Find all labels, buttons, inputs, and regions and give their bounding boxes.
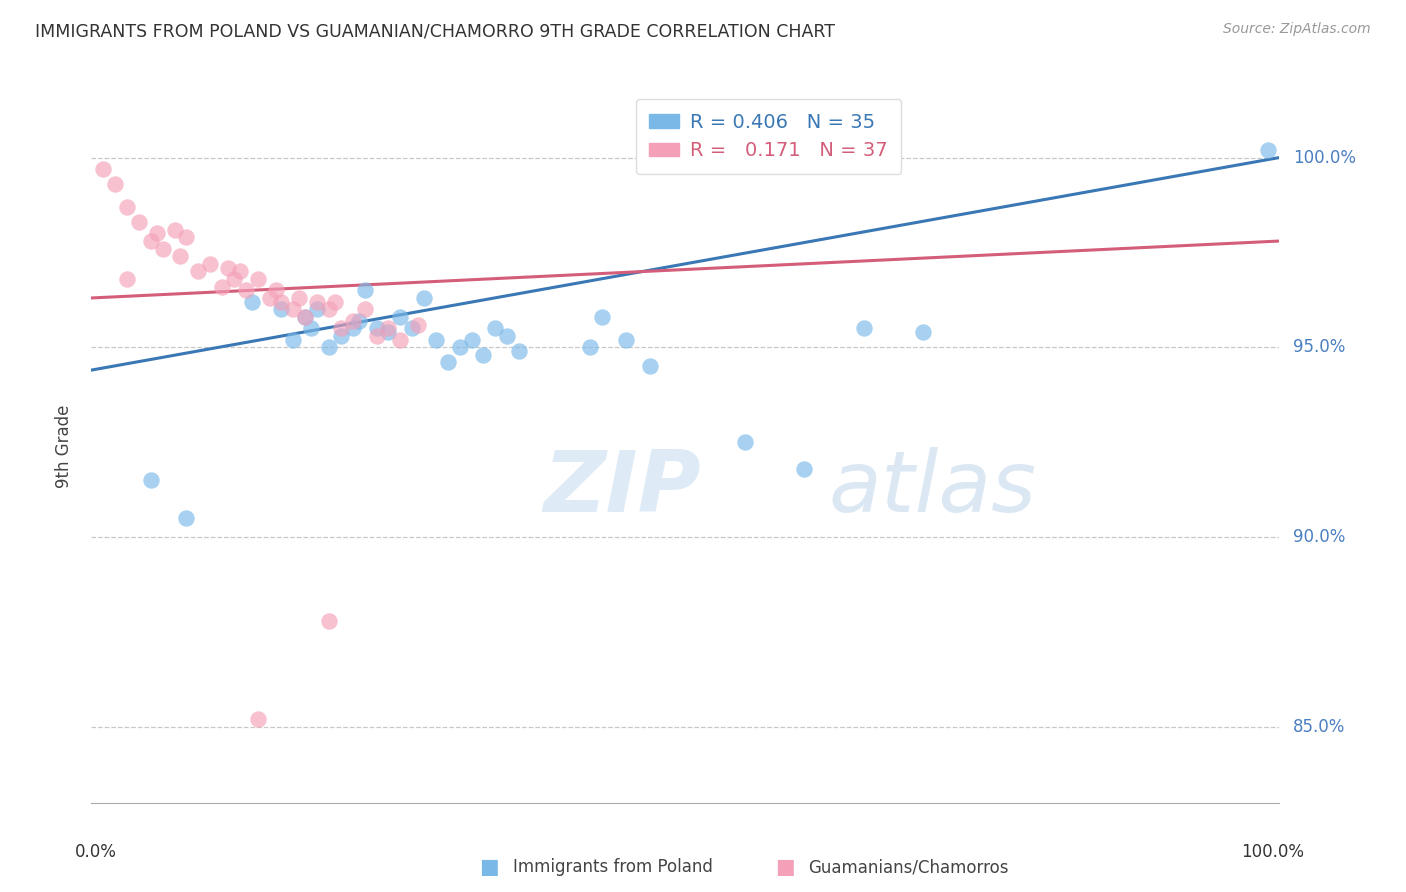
Point [347, 314, 370, 328]
Point [366, 329, 388, 343]
Text: 95.0%: 95.0% [1294, 338, 1346, 356]
Point [508, 344, 530, 359]
Point [591, 310, 613, 324]
Point [104, 177, 127, 191]
Point [323, 294, 346, 309]
Text: 100.0%: 100.0% [1241, 843, 1303, 861]
Text: Immigrants from Poland: Immigrants from Poland [513, 858, 713, 876]
Point [377, 321, 399, 335]
Point [852, 321, 875, 335]
Point [318, 614, 340, 628]
Point [294, 310, 316, 324]
Point [169, 249, 191, 263]
Point [115, 200, 138, 214]
Point [329, 321, 352, 335]
Point [401, 321, 423, 335]
Point [91, 161, 114, 176]
Point [579, 340, 602, 354]
Point [229, 264, 252, 278]
Point [389, 333, 412, 347]
Point [246, 712, 269, 726]
Point [288, 291, 311, 305]
Point [734, 435, 756, 450]
Point [366, 321, 388, 335]
Point [389, 310, 412, 324]
Point [329, 329, 352, 343]
Point [342, 321, 364, 335]
Point [259, 291, 281, 305]
Text: 0.0%: 0.0% [75, 843, 117, 861]
Point [425, 333, 447, 347]
Text: ■: ■ [479, 857, 499, 877]
Point [413, 291, 436, 305]
Point [128, 215, 150, 229]
Point [283, 302, 305, 317]
Point [911, 325, 934, 339]
Point [187, 264, 209, 278]
Point [793, 462, 815, 476]
Text: atlas: atlas [828, 447, 1036, 531]
Point [638, 359, 661, 374]
Text: IMMIGRANTS FROM POLAND VS GUAMANIAN/CHAMORRO 9TH GRADE CORRELATION CHART: IMMIGRANTS FROM POLAND VS GUAMANIAN/CHAM… [35, 22, 835, 40]
Text: Source: ZipAtlas.com: Source: ZipAtlas.com [1223, 22, 1371, 37]
Text: ZIP: ZIP [543, 447, 700, 531]
Point [235, 284, 257, 298]
Point [139, 234, 162, 248]
Point [163, 222, 186, 236]
Text: ■: ■ [775, 857, 794, 877]
Point [240, 294, 263, 309]
Point [145, 227, 167, 241]
Text: Guamanians/Chamorros: Guamanians/Chamorros [808, 858, 1010, 876]
Point [283, 333, 305, 347]
Point [307, 302, 329, 317]
Point [217, 260, 239, 275]
Point [472, 348, 495, 362]
Point [460, 333, 482, 347]
Point [318, 340, 340, 354]
Text: 85.0%: 85.0% [1294, 718, 1346, 736]
Point [115, 272, 138, 286]
Point [211, 279, 233, 293]
Point [496, 329, 519, 343]
Point [176, 230, 198, 244]
Point [152, 242, 174, 256]
Point [270, 294, 292, 309]
Text: 90.0%: 90.0% [1294, 528, 1346, 546]
Point [353, 284, 375, 298]
Point [307, 294, 329, 309]
Point [436, 355, 458, 369]
Point [200, 257, 222, 271]
Point [294, 310, 316, 324]
Point [139, 473, 162, 487]
Text: 100.0%: 100.0% [1294, 149, 1357, 167]
Y-axis label: 9th Grade: 9th Grade [55, 404, 73, 488]
Point [222, 272, 245, 286]
Point [449, 340, 471, 354]
Point [353, 302, 375, 317]
Point [299, 321, 322, 335]
Point [318, 302, 340, 317]
Point [377, 325, 399, 339]
Legend: R = 0.406   N = 35, R =   0.171   N = 37: R = 0.406 N = 35, R = 0.171 N = 37 [636, 99, 901, 174]
Point [406, 318, 429, 332]
Point [246, 272, 269, 286]
Point [484, 321, 506, 335]
Point [342, 314, 364, 328]
Point [1257, 143, 1279, 157]
Point [614, 333, 637, 347]
Point [270, 302, 292, 317]
Point [264, 284, 287, 298]
Point [176, 511, 198, 525]
